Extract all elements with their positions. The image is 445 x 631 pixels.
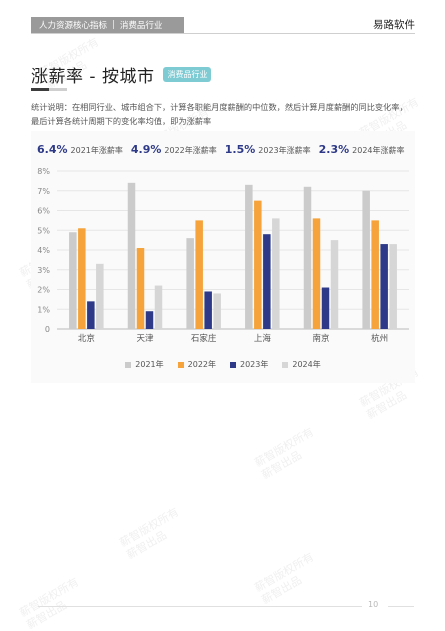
brand-name: 易路软件 — [373, 19, 415, 31]
legend-label: 2022年 — [187, 360, 216, 369]
watermark: 薪智版权所有 薪智出品 — [17, 575, 82, 631]
x-tick-label: 石家庄 — [191, 333, 217, 344]
stat-2023: 1.5% 2023年涨薪率 — [225, 143, 311, 156]
stat-label: 2022年涨薪率 — [164, 146, 217, 155]
bar — [330, 240, 339, 329]
bar — [254, 200, 262, 329]
bar — [389, 244, 397, 329]
page-title: 涨薪率 - 按城市 — [31, 67, 155, 87]
bar — [69, 232, 77, 329]
page-number: 10 — [368, 600, 379, 609]
stat-label: 2023年涨薪率 — [258, 146, 311, 155]
bar — [213, 293, 221, 329]
stat-value: 2.3% — [318, 143, 350, 156]
title-row: 涨薪率 - 按城市 消费品行业 — [31, 62, 212, 87]
bar — [145, 311, 154, 329]
bar — [127, 182, 136, 329]
bar — [78, 228, 86, 329]
bar — [263, 234, 271, 329]
stat-value: 1.5% — [224, 143, 256, 156]
x-tick-label: 天津 — [136, 333, 154, 344]
footer-divider — [38, 606, 362, 607]
bar — [245, 184, 253, 329]
bar — [380, 244, 388, 329]
breadcrumb-separator: | — [112, 20, 115, 30]
watermark: 薪智版权所有 薪智出品 — [117, 505, 182, 562]
legend-label: 2024年 — [292, 360, 321, 369]
bar — [195, 220, 203, 329]
industry-tag: 消费品行业 — [163, 67, 212, 82]
legend-item: 2021年 — [125, 359, 164, 370]
stat-label: 2024年涨薪率 — [352, 146, 405, 155]
x-tick-label: 南京 — [312, 333, 329, 344]
bar — [136, 248, 145, 329]
x-tick-label: 上海 — [254, 333, 272, 344]
watermark: 薪智版权所有 薪智出品 — [252, 425, 317, 482]
legend-item: 2022年 — [177, 359, 216, 370]
y-tick-label: 2% — [37, 286, 50, 295]
bar — [312, 218, 321, 329]
breadcrumb-hr-metrics: 人力资源核心指标 — [39, 21, 108, 31]
bar — [272, 218, 280, 329]
stat-2021: 6.4% 2021年涨薪率 — [37, 143, 123, 156]
title-underline-light — [49, 88, 67, 91]
x-tick-label: 北京 — [78, 333, 95, 344]
y-tick-label: 6% — [37, 207, 50, 216]
stat-label: 2021年涨薪率 — [70, 146, 123, 155]
bar — [371, 220, 379, 329]
breadcrumb-industry: 消费品行业 — [119, 21, 163, 31]
chart-card: 6.4% 2021年涨薪率 4.9% 2022年涨薪率 1.5% 2023年涨薪… — [31, 131, 415, 383]
stat-2024: 2.3% 2024年涨薪率 — [319, 143, 405, 156]
y-tick-label: 8% — [37, 167, 50, 176]
bar-chart: 0 1% 2% 3% 4% 5% 6% 7% 8% 北京 天津 石家庄 上海 南京 杭州 — [37, 167, 409, 344]
legend-item: 2023年 — [230, 359, 268, 370]
bar — [303, 186, 312, 329]
title-underline — [31, 88, 49, 91]
x-tick-label: 杭州 — [371, 333, 388, 344]
statistics-explanation: 统计说明：在相同行业、城市组合下，计算各职能月度薪酬的中位数，然后计算月度薪酬的… — [31, 102, 408, 126]
header-divider — [31, 33, 415, 34]
chart-legend: 2021年 2022年 2023年 2024年 — [31, 359, 415, 370]
legend-label: 2023年 — [240, 360, 269, 369]
watermark: 薪智版权所有 薪智出品 — [252, 550, 317, 607]
stat-2022: 4.9% 2022年涨薪率 — [131, 143, 217, 156]
bar — [154, 285, 163, 329]
y-tick-label: 7% — [37, 187, 50, 196]
bar — [321, 287, 330, 329]
legend-swatch — [125, 361, 132, 368]
legend-swatch — [230, 361, 236, 368]
y-tick-label: 4% — [37, 246, 50, 255]
stat-value: 6.4% — [37, 143, 68, 156]
y-tick-label: 3% — [37, 266, 50, 275]
bar — [87, 301, 95, 329]
legend-label: 2021年 — [135, 360, 164, 369]
legend-swatch — [282, 361, 289, 368]
y-tick-label: 1% — [37, 305, 50, 314]
header-breadcrumb: 人力资源核心指标 | 消费品行业 — [31, 17, 184, 33]
bar — [96, 263, 104, 329]
legend-swatch — [177, 361, 184, 368]
bar — [204, 291, 212, 329]
y-tick-label: 5% — [37, 226, 50, 235]
stat-value: 4.9% — [130, 143, 162, 156]
bar — [186, 238, 194, 329]
y-tick-label: 0 — [45, 325, 50, 334]
summary-stats: 6.4% 2021年涨薪率 4.9% 2022年涨薪率 1.5% 2023年涨薪… — [37, 143, 413, 156]
legend-item: 2024年 — [282, 359, 321, 370]
bar — [362, 190, 370, 329]
footer-divider-right — [388, 606, 414, 607]
